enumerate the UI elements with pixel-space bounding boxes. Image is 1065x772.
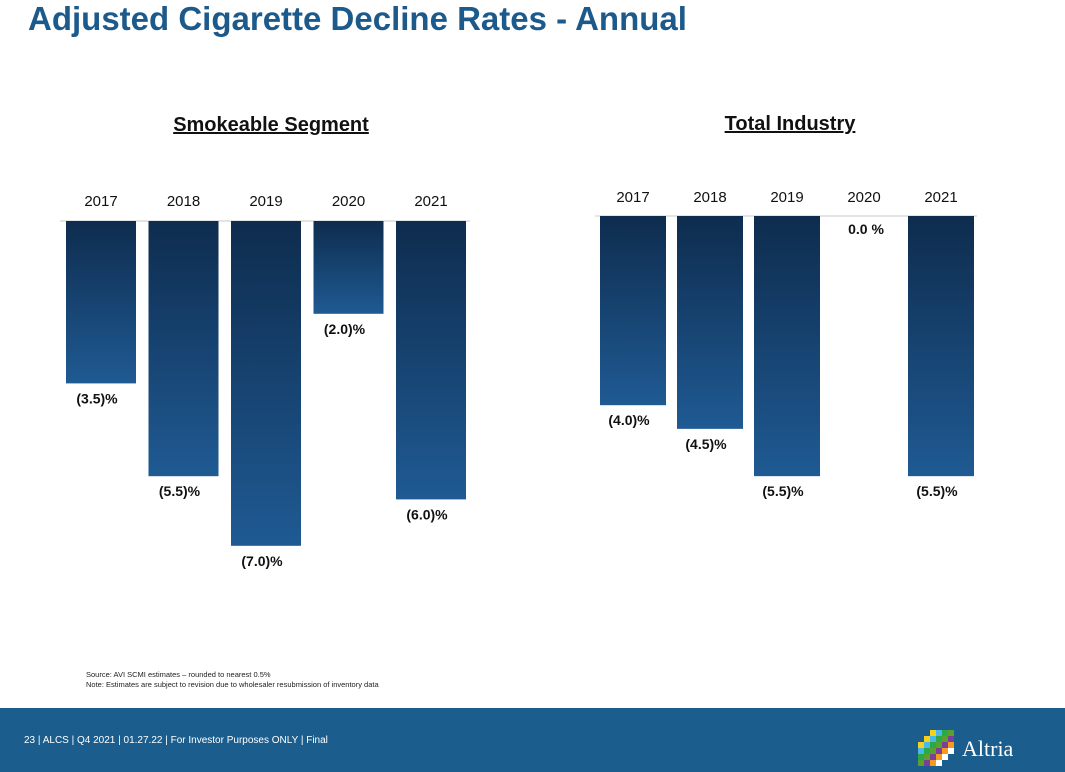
footnotes: Source: AVI SCMI estimates – rounded to … [86,670,379,690]
logo-tile [930,754,936,760]
logo-tile [948,748,954,754]
data-label: (4.5)% [685,436,727,452]
data-label: (2.0)% [324,321,366,337]
bar [600,216,666,406]
logo-tile [936,754,942,760]
category-label: 2020 [847,189,880,206]
logo-tile [924,736,930,742]
chart-0: 2017 (3.5)% 2018 (5.5)% 2019 (7.0)% 2020 (2.0)%… [60,193,470,569]
logo-text: Altria [962,736,1014,761]
logo-tile [948,736,954,742]
logo-tile [942,748,948,754]
logo-tile [924,754,930,760]
logo-tile [930,760,936,766]
page-title: Adjusted Cigarette Decline Rates - Annua… [28,0,687,37]
data-label: 0.0 % [848,221,884,237]
category-label: 2017 [616,189,649,206]
logo-tile [936,760,942,766]
bar [396,221,466,500]
logo-tile [948,760,954,766]
bar [908,216,974,477]
altria-logo: Altria [918,730,1028,766]
smokeable-segment-heading: Smokeable Segment [173,114,369,136]
footer-bar: 23 | ALCS | Q4 2021 | 01.27.22 | For Inv… [0,708,1065,772]
logo-tile [924,760,930,766]
logo-tile [918,754,924,760]
logo-tile [918,748,924,754]
category-label: 2019 [249,193,282,210]
data-label: (5.5)% [916,483,958,499]
data-label: (7.0)% [241,553,283,569]
category-label: 2021 [924,189,957,206]
logo-tile [918,742,924,748]
logo-tile [948,742,954,748]
footer-text: 23 | ALCS | Q4 2021 | 01.27.22 | For Inv… [24,735,328,746]
data-label: (6.0)% [406,506,448,522]
logo-tile [942,736,948,742]
logo-tile [930,742,936,748]
bar [313,221,384,314]
bar [754,216,820,477]
category-label: 2021 [414,193,447,210]
altria-mosaic-icon [918,730,954,766]
total-industry-heading: Total Industry [724,113,856,135]
category-label: 2019 [770,189,803,206]
bar [148,221,219,477]
logo-tile [936,736,942,742]
logo-tile [948,730,954,736]
logo-tile [942,754,948,760]
logo-tile [930,748,936,754]
chart-1: 2017 (4.0)% 2018 (4.5)% 2019 (5.5)% 2020 0.0 % 2… [595,189,977,499]
logo-tile [942,742,948,748]
data-label: (3.5)% [76,390,118,406]
logo-tile [936,730,942,736]
revision-note: Note: Estimates are subject to revision … [86,680,379,689]
bar [231,221,301,546]
logo-tile [918,760,924,766]
logo-tile [924,748,930,754]
source-note: Source: AVI SCMI estimates – rounded to … [86,670,271,679]
logo-tile [936,748,942,754]
data-label: (5.5)% [159,483,201,499]
data-label: (4.0)% [608,412,650,428]
bar [677,216,743,429]
category-label: 2020 [332,193,365,210]
logo-tile [942,730,948,736]
logo-tile [930,736,936,742]
data-label: (5.5)% [762,483,804,499]
logo-tile [936,742,942,748]
logo-tile [930,730,936,736]
category-label: 2018 [693,189,726,206]
logo-tile [924,742,930,748]
category-label: 2018 [167,193,200,210]
category-label: 2017 [84,193,117,210]
bar [66,221,136,384]
